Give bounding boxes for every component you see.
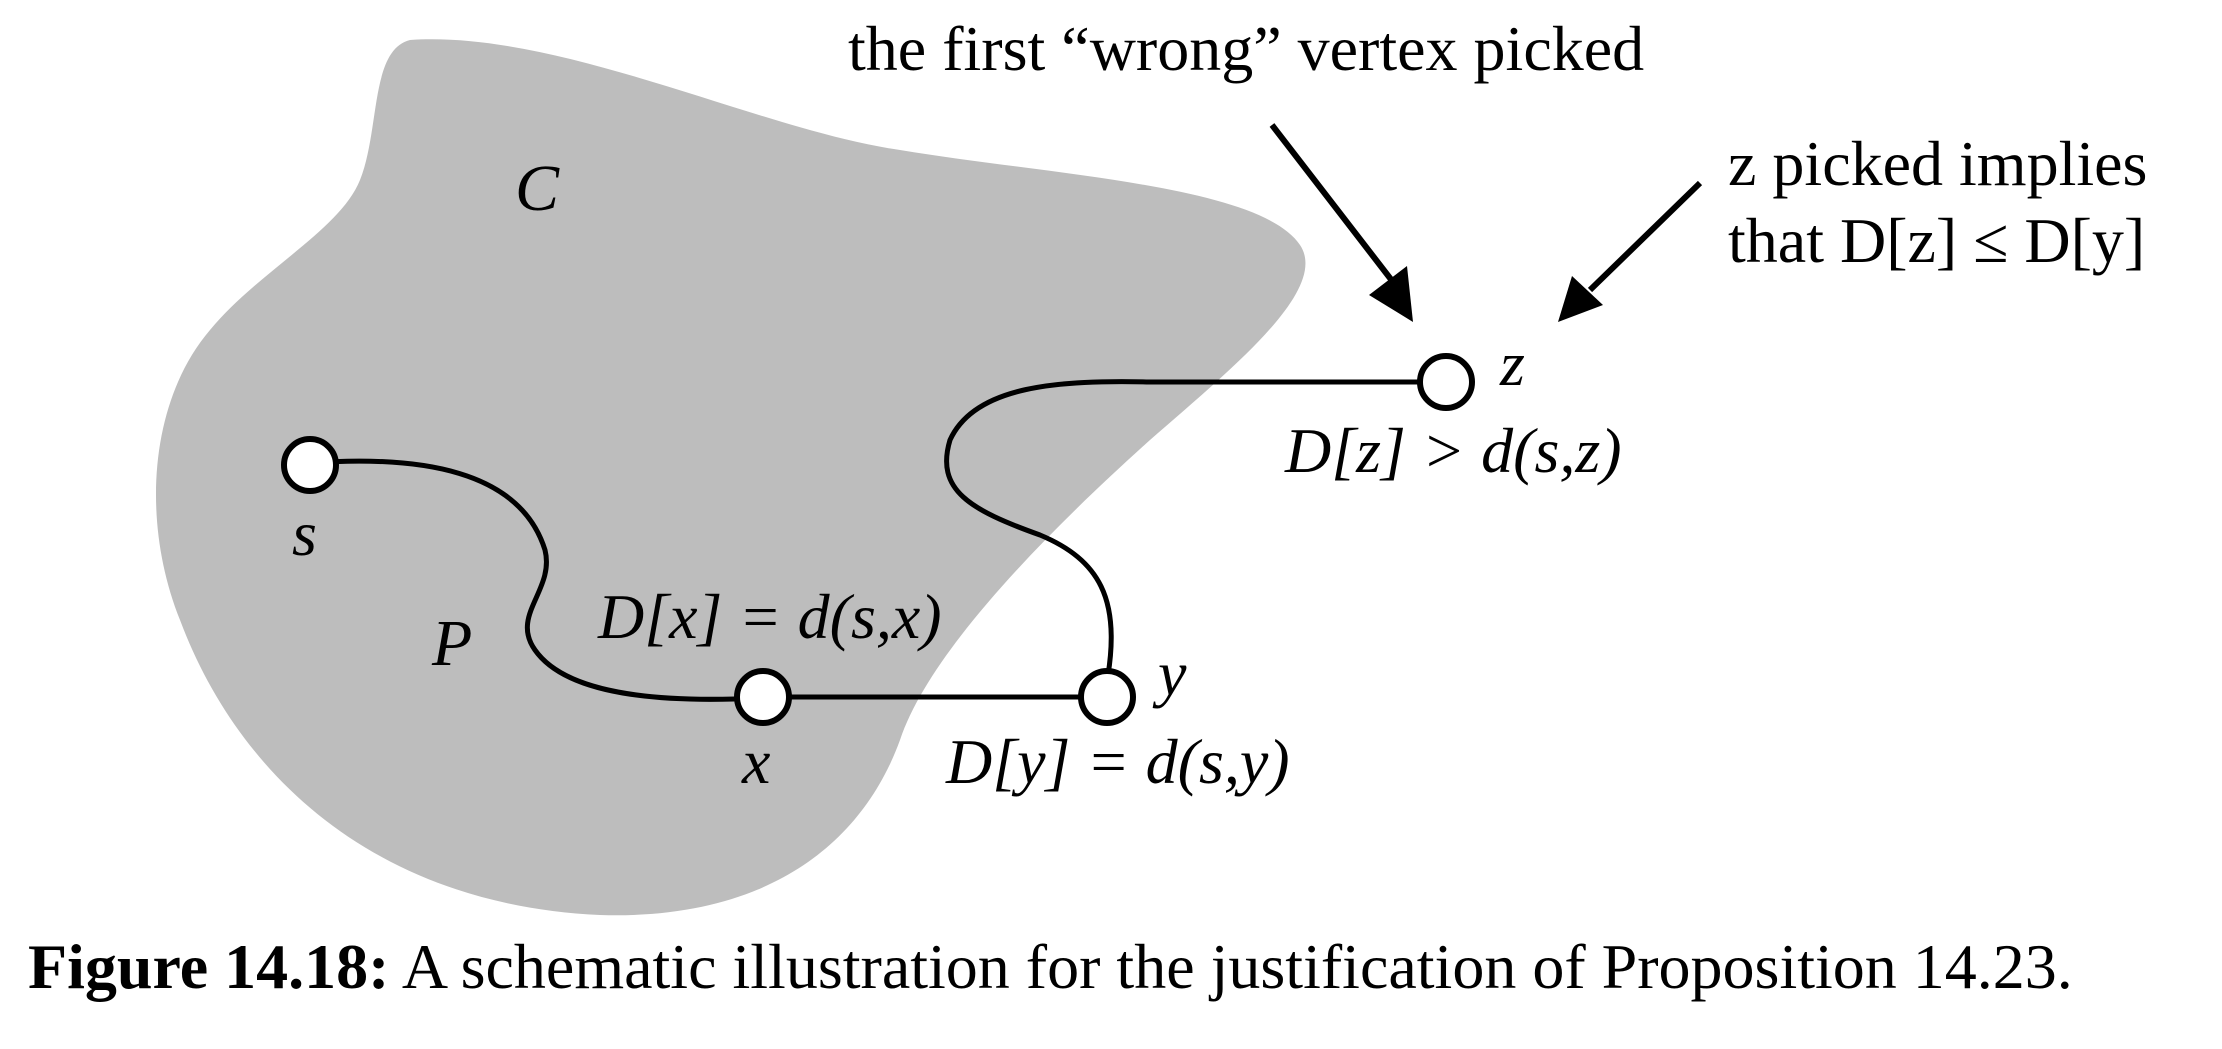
implies-arrow-head bbox=[1558, 276, 1603, 322]
vertex-z-annotation: D[z] > d(s,z) bbox=[1284, 415, 1622, 486]
caption-label: Figure 14.18: bbox=[28, 931, 390, 1002]
vertex-s bbox=[281, 436, 339, 494]
wrong-vertex-callout: the first “wrong” vertex picked bbox=[848, 13, 1644, 84]
vertex-z-label: z bbox=[1499, 328, 1525, 399]
vertex-s-label: s bbox=[292, 498, 317, 569]
region-label: C bbox=[515, 152, 560, 225]
vertex-y-annotation: D[y] = d(s,y) bbox=[945, 726, 1290, 797]
path-y-to-z bbox=[944, 379, 1420, 676]
vertex-y-label: y bbox=[1152, 638, 1187, 709]
vertex-x-annotation: D[x] = d(s,x) bbox=[597, 581, 942, 652]
region-c bbox=[156, 39, 1306, 916]
vertex-y bbox=[1078, 668, 1136, 726]
wrong-vertex-arrow-head bbox=[1369, 266, 1413, 322]
path-label: P bbox=[431, 607, 472, 680]
figure-caption: Figure 14.18: A schematic illustration f… bbox=[28, 930, 2208, 1004]
vertex-z bbox=[1417, 353, 1475, 411]
path-s-to-x bbox=[309, 458, 761, 702]
vertex-x bbox=[734, 668, 792, 726]
implies-arrow-line bbox=[1587, 180, 1703, 293]
caption-text: A schematic illustration for the justifi… bbox=[401, 931, 2073, 1002]
vertex-x-label: x bbox=[741, 726, 770, 797]
implies-callout-line2: that D[z] ≤ D[y] bbox=[1728, 205, 2145, 276]
implies-callout-line1: z picked implies bbox=[1728, 128, 2147, 199]
wrong-vertex-arrow-line bbox=[1269, 123, 1396, 284]
